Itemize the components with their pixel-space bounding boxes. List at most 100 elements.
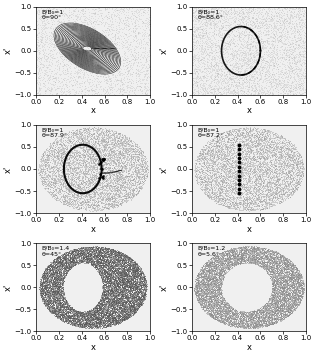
Point	[116, 287, 121, 293]
Point	[136, 164, 141, 170]
Point	[51, 288, 56, 293]
Point	[119, 282, 125, 287]
Point	[51, 293, 56, 298]
Point	[274, 267, 279, 273]
Point	[70, 315, 76, 321]
Point	[232, 40, 237, 46]
Point	[214, 258, 219, 263]
Point	[105, 140, 110, 145]
Point	[101, 315, 106, 321]
Point	[103, 300, 108, 305]
Point	[103, 268, 108, 273]
Point	[215, 303, 220, 308]
Point	[234, 181, 239, 187]
Point	[203, 164, 208, 170]
Point	[250, 57, 255, 63]
Point	[206, 64, 211, 70]
Point	[119, 268, 125, 274]
Point	[217, 270, 222, 276]
Point	[118, 304, 123, 310]
Point	[275, 176, 280, 182]
Point	[73, 255, 78, 261]
Point	[295, 297, 300, 303]
Point	[270, 187, 275, 193]
Point	[142, 273, 147, 279]
Point	[226, 311, 231, 316]
Point	[211, 287, 216, 293]
Point	[114, 300, 119, 306]
Point	[281, 314, 286, 319]
Point	[56, 291, 61, 297]
Point	[276, 318, 281, 323]
Point	[118, 152, 124, 157]
Point	[113, 249, 118, 255]
Point	[103, 269, 108, 274]
Point	[57, 261, 62, 267]
Point	[215, 74, 220, 80]
Point	[269, 314, 274, 320]
Point	[51, 173, 56, 178]
Point	[237, 77, 242, 83]
Point	[251, 73, 256, 79]
Point	[109, 250, 114, 255]
Point	[281, 279, 286, 285]
Point	[293, 277, 298, 283]
Point	[41, 280, 46, 286]
Point	[281, 197, 286, 203]
Point	[88, 206, 94, 212]
Point	[265, 188, 270, 194]
Point	[64, 300, 69, 306]
Point	[275, 250, 280, 256]
Point	[84, 321, 89, 326]
Point	[99, 308, 104, 314]
Point	[126, 300, 131, 306]
Point	[199, 152, 204, 157]
Point	[132, 57, 137, 63]
Point	[40, 167, 45, 172]
Point	[239, 164, 244, 170]
Point	[220, 11, 225, 17]
Point	[281, 191, 286, 197]
Point	[135, 41, 140, 46]
Point	[106, 74, 111, 80]
Point	[81, 174, 86, 179]
Point	[83, 168, 88, 173]
Point	[269, 59, 274, 65]
Point	[121, 266, 126, 272]
Point	[110, 152, 115, 157]
Point	[205, 301, 210, 307]
Point	[253, 177, 258, 182]
Point	[116, 267, 121, 273]
Point	[52, 299, 57, 304]
Point	[62, 265, 67, 270]
Point	[234, 308, 239, 313]
Point	[90, 259, 95, 265]
Point	[276, 164, 281, 170]
Point	[79, 248, 84, 254]
Point	[214, 196, 219, 201]
Point	[46, 277, 51, 282]
Point	[123, 158, 128, 164]
Point	[300, 90, 305, 96]
Point	[257, 52, 262, 58]
Point	[135, 306, 140, 312]
Point	[276, 22, 282, 27]
Point	[197, 283, 202, 288]
Point	[284, 255, 289, 261]
Point	[206, 62, 211, 68]
Point	[54, 272, 59, 278]
Point	[122, 297, 127, 303]
Point	[81, 146, 86, 152]
Point	[211, 279, 216, 284]
Point	[104, 256, 109, 262]
Point	[216, 89, 222, 95]
Point	[84, 141, 89, 146]
Point	[271, 289, 276, 295]
Point	[51, 270, 56, 276]
Point	[225, 129, 230, 135]
Point	[202, 179, 207, 185]
Point	[87, 180, 92, 185]
Point	[113, 280, 118, 286]
Point	[220, 78, 225, 84]
Point	[258, 19, 264, 25]
